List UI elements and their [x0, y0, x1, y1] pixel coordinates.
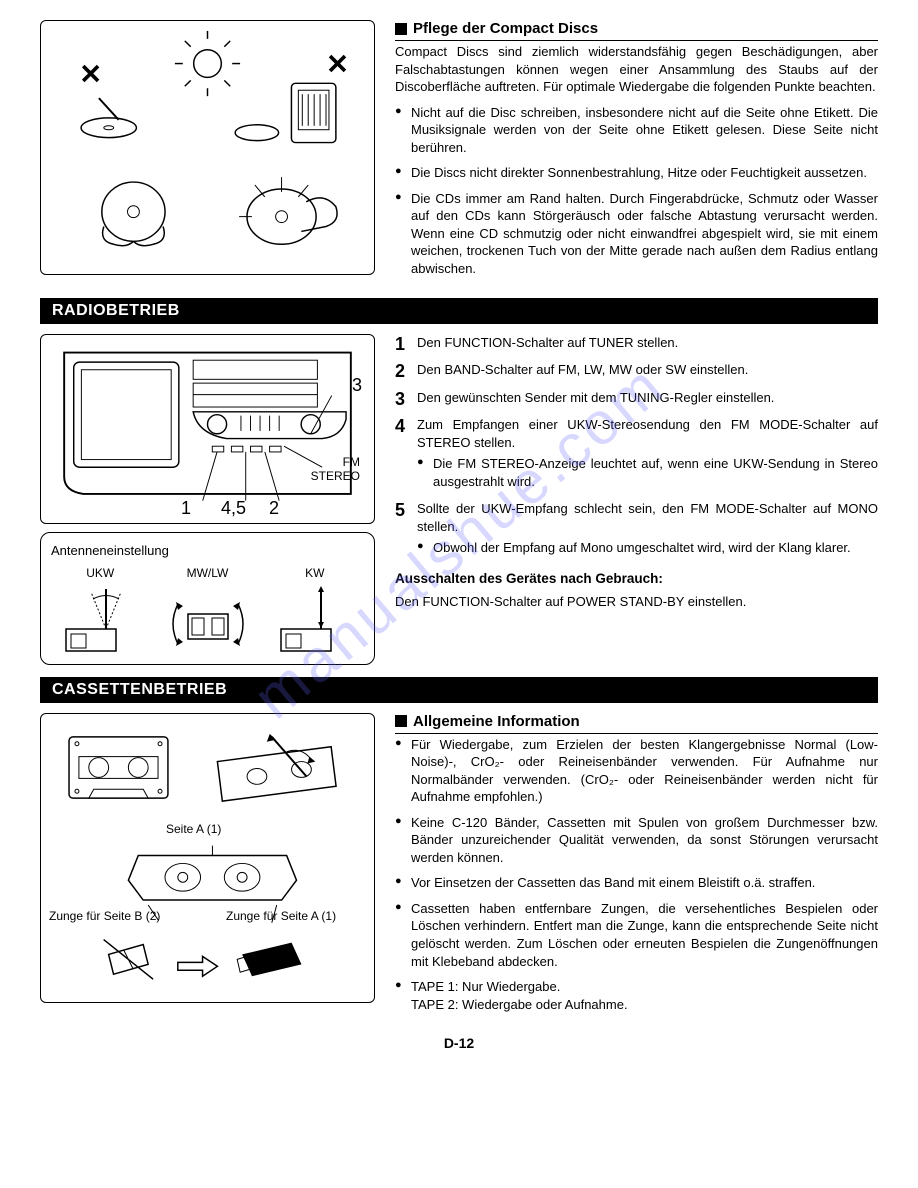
radio-step-3: Den gewünschten Sender mit dem TUNING-Re… [395, 389, 878, 407]
radio-svg [49, 343, 366, 515]
cd-care-svg: ✕ ✕ [49, 29, 366, 266]
radio-off-heading: Ausschalten des Gerätes nach Gebrauch: [395, 571, 878, 586]
fig-label-stereo: STEREO [311, 469, 360, 483]
fig-label-45: 4,5 [221, 498, 246, 519]
radio-step-4-bullet: Die FM STEREO-Anzeige leuchtet auf, wenn… [417, 455, 878, 490]
section-cassette: Seite A (1) Zunge für Seite B (2) Zunge … [40, 713, 878, 1022]
antenna-mwlw-label: MW/LW [158, 566, 258, 580]
antenna-title: Antenneneinstellung [51, 543, 364, 558]
cassette-svg [49, 722, 366, 994]
radio-steps: Den FUNCTION-Schalter auf TUNER stellen.… [395, 334, 878, 557]
cassette-label-zunge-b: Zunge für Seite B (2) [49, 909, 160, 923]
antenna-mwlw: MW/LW [158, 566, 258, 654]
antenna-box: Antenneneinstellung UKW MW/LW [40, 532, 375, 665]
cd-bullet-1: Nicht auf die Disc schreiben, insbesonde… [395, 104, 878, 157]
svg-text:✕: ✕ [79, 58, 102, 89]
cassette-heading: Allgemeine Information [395, 713, 878, 734]
cd-care-intro: Compact Discs sind ziemlich widerstandsf… [395, 43, 878, 96]
cassette-bullet-3: Vor Einsetzen der Cassetten das Band mit… [395, 874, 878, 892]
radio-step-4: Zum Empfangen einer UKW-Stereosendung de… [395, 416, 878, 490]
antenna-ukw-label: UKW [51, 566, 150, 580]
page-number: D-12 [40, 1035, 878, 1051]
radio-section-bar: RADIOBETRIEB [40, 298, 878, 324]
cd-care-heading: Pflege der Compact Discs [395, 20, 878, 41]
cd-care-illustration: ✕ ✕ [40, 20, 375, 275]
fig-label-2: 2 [269, 498, 279, 519]
cassette-section-bar: CASSETTENBETRIEB [40, 677, 878, 703]
radio-step-2: Den BAND-Schalter auf FM, LW, MW oder SW… [395, 361, 878, 379]
radio-off-text: Den FUNCTION-Schalter auf POWER STAND-BY… [395, 594, 878, 609]
cd-bullet-2: Die Discs nicht direkter Sonnenbestrahlu… [395, 164, 878, 182]
section-radio: 1 4,5 2 3 FM STEREO Antenneneinstellung … [40, 334, 878, 665]
fig-label-fm: FM [343, 455, 360, 469]
section-cd-care: ✕ ✕ Pfle [40, 20, 878, 286]
fig-label-3: 3 [352, 375, 362, 396]
antenna-kw-label: KW [266, 566, 365, 580]
cassette-bullet-5: TAPE 1: Nur Wiedergabe. TAPE 2: Wiederga… [395, 978, 878, 1013]
antenna-mwlw-icon [158, 584, 258, 654]
cassette-bullets: Für Wiedergabe, zum Erzielen der besten … [395, 736, 878, 1014]
antenna-ukw-icon [51, 584, 131, 654]
radio-step-5-bullet: Obwohl der Empfang auf Mono umgeschaltet… [417, 539, 878, 557]
cd-care-bullets: Nicht auf die Disc schreiben, insbesonde… [395, 104, 878, 278]
cassette-bullet-4: Cassetten haben entfernbare Zungen, die … [395, 900, 878, 970]
cd-bullet-3: Die CDs immer am Rand halten. Durch Fing… [395, 190, 878, 278]
antenna-ukw: UKW [51, 566, 150, 654]
cassette-illustration: Seite A (1) Zunge für Seite B (2) Zunge … [40, 713, 375, 1003]
radio-illustration: 1 4,5 2 3 FM STEREO [40, 334, 375, 524]
cassette-label-zunge-a: Zunge für Seite A (1) [226, 909, 336, 923]
radio-step-5: Sollte der UKW-Empfang schlecht sein, de… [395, 500, 878, 557]
radio-step-1: Den FUNCTION-Schalter auf TUNER stellen. [395, 334, 878, 352]
cassette-bullet-2: Keine C-120 Bänder, Cassetten mit Spulen… [395, 814, 878, 867]
antenna-kw-icon [266, 584, 346, 654]
svg-text:✕: ✕ [326, 48, 349, 79]
cassette-label-seite-a: Seite A (1) [166, 822, 221, 836]
fig-label-1: 1 [181, 498, 191, 519]
cassette-bullet-1: Für Wiedergabe, zum Erzielen der besten … [395, 736, 878, 806]
antenna-kw: KW [266, 566, 365, 654]
